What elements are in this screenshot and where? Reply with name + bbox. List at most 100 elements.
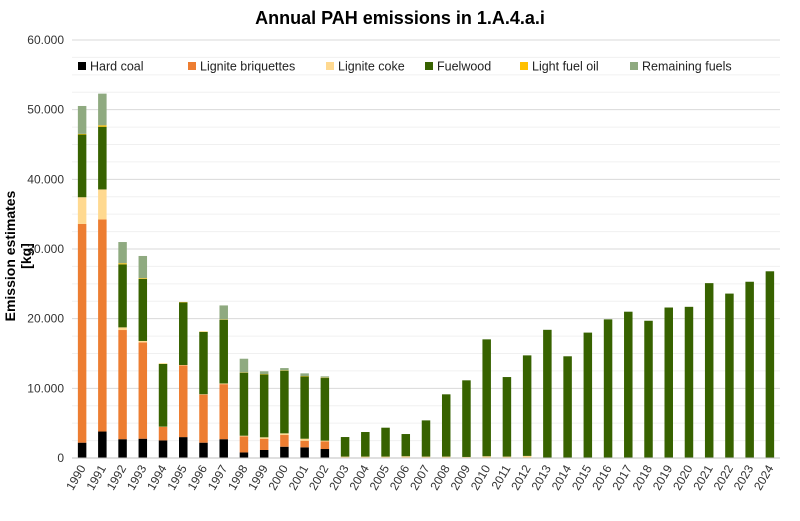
bar-segment [179,302,188,365]
bar-segment [745,281,754,458]
x-tick-label: 2018 [630,462,656,492]
bar-segment [421,456,431,458]
x-tick-label: 1994 [144,462,170,492]
bar-segment [381,427,390,457]
x-tick-label: 1999 [245,462,271,492]
legend-label: Fuelwood [437,60,491,74]
bar-segment [98,189,107,220]
bar-segment [259,449,269,458]
x-tick-label: 2004 [346,462,372,492]
bar-segment [624,311,633,458]
bar-segment [138,278,148,341]
x-tick-label: 2019 [650,462,676,492]
x-tick-label: 1993 [124,462,150,492]
bar-segment [381,456,390,458]
bar-segment [138,340,148,343]
bar-segment [77,442,87,458]
chart-title: Annual PAH emissions in 1.A.4.a.i [255,8,545,28]
bar-segment [98,219,107,432]
bar-segment [77,105,87,134]
bar-segment [158,426,168,441]
bar-segment [138,342,148,439]
bar-segment [98,125,107,127]
bar-segment [361,432,370,457]
bar-segment [320,440,330,442]
bar-segment [401,434,411,457]
bar-segment [118,330,127,440]
bar-segment [118,264,127,328]
bar-segment [765,271,775,458]
bar-segment [219,384,228,440]
legend-swatch [188,62,196,70]
bar-segment [725,293,734,458]
legend-label: Hard coal [90,60,144,74]
x-tick-label: 1990 [63,462,89,492]
bar-segment [77,223,87,443]
bar-segment [77,197,87,224]
bar-segment [320,449,330,458]
y-tick-label: 50.000 [27,103,64,117]
bar-segment [259,438,269,450]
bar-segment [179,365,188,438]
x-tick-label: 2010 [468,462,494,492]
legend-swatch [326,62,334,70]
bar-segment [361,456,370,458]
bar-segment [239,452,249,458]
bar-segment [320,378,330,441]
bar-segment [462,380,471,457]
bar-segment [664,307,673,458]
x-tick-label: 2000 [266,462,292,492]
legend-swatch [520,62,528,70]
bar-segment [179,437,188,458]
bar-segment [583,332,593,458]
bar-segment [543,329,552,458]
bar-segment [300,447,309,458]
y-tick-label: 60.000 [27,33,64,47]
x-tick-label: 1997 [205,462,231,492]
x-tick-label: 2009 [448,462,474,492]
bar-segment [158,363,168,427]
bar-segment [522,455,532,458]
bar-segment [482,339,491,457]
bar-segment [118,439,127,458]
y-tick-label: 30.000 [27,242,64,256]
bar-segment [441,394,451,457]
bar-segment [259,371,269,375]
bar-segment [502,377,512,457]
bar-segment [280,433,289,436]
bar-segment [138,438,148,458]
bar-segment [280,368,289,371]
bar-segment [280,370,289,434]
x-tick-label: 2005 [367,462,393,492]
bar-segment [280,435,289,447]
bar-segment [259,374,269,438]
bar-segment [239,435,249,437]
bar-segment [401,456,411,458]
bar-segment [320,376,330,378]
bar-segment [199,331,208,395]
bar-segment [219,439,228,458]
bar-segment [98,93,107,126]
bar-segment [219,305,228,320]
x-tick-label: 2017 [609,462,635,492]
bar-segment [118,263,127,265]
y-tick-label: 0 [57,451,64,465]
x-tick-label: 2023 [731,462,757,492]
bar-segment [522,355,532,456]
bar-segment [684,306,694,458]
legend-label: Lignite coke [338,60,405,74]
bar-segment [259,437,269,439]
bar-segment [482,456,491,458]
bar-segment [219,319,228,384]
bar-segment [300,376,309,439]
x-tick-label: 2022 [711,462,737,492]
x-tick-label: 2016 [589,462,615,492]
bar-segment [138,255,148,279]
bar-segment [98,126,107,190]
x-tick-label: 2001 [286,462,312,492]
x-tick-label: 2014 [549,462,575,492]
x-tick-label: 1995 [164,462,190,492]
legend-swatch [425,62,433,70]
